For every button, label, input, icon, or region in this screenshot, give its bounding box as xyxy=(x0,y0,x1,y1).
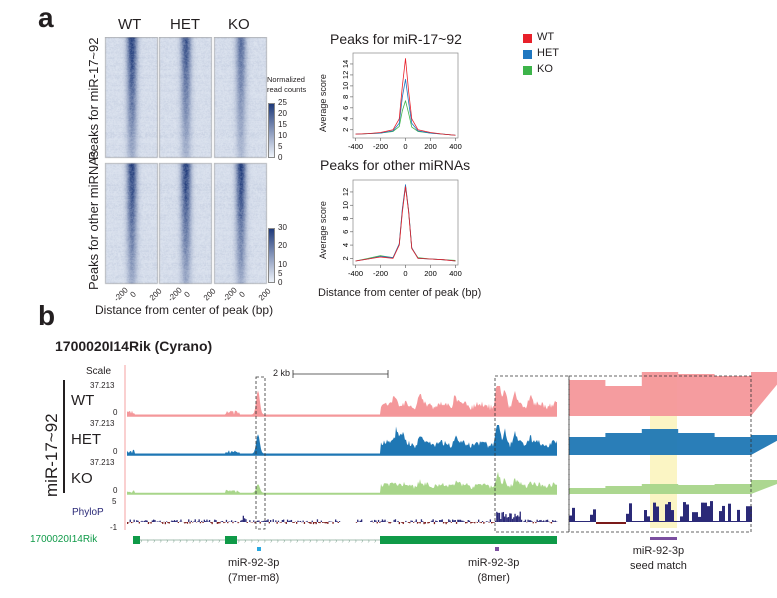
series-line-wt xyxy=(355,186,456,262)
gene-label: 1700020I14Rik xyxy=(30,534,98,545)
heatmap-col-ko: KO xyxy=(228,16,250,33)
y-tick-label: 12 xyxy=(341,71,350,79)
series-line-wt xyxy=(355,58,456,136)
y-tick-label: 2 xyxy=(341,256,350,260)
colorbar-tick: 0 xyxy=(278,278,283,287)
site2-line2: (8mer) xyxy=(477,572,510,584)
colorbar-tick: 20 xyxy=(278,241,287,251)
y-tick-label: 4 xyxy=(341,243,350,247)
phylop-label: PhyloP xyxy=(72,507,104,518)
heatmap-col-wt: WT xyxy=(118,16,142,33)
legend-label-het: HET xyxy=(537,47,559,59)
colorbar-tick: 20 xyxy=(278,109,287,118)
y-tick-label: 10 xyxy=(341,201,350,209)
plot-frame xyxy=(352,52,459,139)
track-label-wt: WT xyxy=(71,392,95,409)
track-max: 37.213 xyxy=(90,381,115,390)
seed-label: miR-92-3p seed match xyxy=(630,544,687,574)
x-tick-label: 400 xyxy=(449,269,462,278)
y-tick-label: 14 xyxy=(341,60,350,68)
x-tick-label: 0 xyxy=(403,142,407,151)
seed-sequence: GTGCAATA xyxy=(652,508,675,513)
legend-swatch-wt xyxy=(523,34,532,43)
site1-label: miR-92-3p (7mer-m8) xyxy=(228,556,279,586)
x-tick-label: 200 xyxy=(424,269,437,278)
y-tick-label: 10 xyxy=(341,82,350,90)
phylop-min: -1 xyxy=(110,523,118,532)
x-tick-label: -400 xyxy=(348,269,363,278)
y-tick-label: 6 xyxy=(341,106,350,110)
track-label-het: HET xyxy=(71,431,101,448)
x-tick-label: -200 xyxy=(373,142,388,151)
y-tick-label: 2 xyxy=(341,128,350,132)
panel-b-label: b xyxy=(38,300,56,331)
y-tick-label: 8 xyxy=(341,95,350,99)
track-label-ko: KO xyxy=(71,470,93,487)
site1-line2: (7mer-m8) xyxy=(228,572,280,584)
plot-frame xyxy=(352,179,459,266)
legend-swatch-ko xyxy=(523,66,532,75)
site1-line1: miR-92-3p xyxy=(228,557,280,569)
series-line-ko xyxy=(355,100,456,136)
colorbar-1 xyxy=(268,103,275,158)
colorbar-tick: 0 xyxy=(278,153,283,162)
site2-label: miR-92-3p (8mer) xyxy=(468,556,519,586)
heatmap-col-het: HET xyxy=(170,16,200,33)
colorbar-tick: 30 xyxy=(278,223,287,232)
legend-swatch-het xyxy=(523,50,532,59)
x-tick-label: 0 xyxy=(403,269,407,278)
heatmap xyxy=(104,37,274,287)
y-tick-label: 6 xyxy=(341,230,350,234)
profile-title-2: Peaks for other miRNAs xyxy=(320,157,471,173)
colorbar-tick: 5 xyxy=(278,268,283,278)
colorbar-title-line2: read counts xyxy=(267,85,307,94)
track-max: 37.213 xyxy=(90,419,115,428)
colorbar-tick: 15 xyxy=(278,120,287,129)
phylop-max: 5 xyxy=(112,497,117,506)
legend-label-wt: WT xyxy=(537,31,555,43)
track-min: 0 xyxy=(113,486,118,495)
colorbar-tick: 5 xyxy=(278,142,283,151)
group-bar xyxy=(63,380,65,493)
seed-line2: seed match xyxy=(630,560,687,572)
profile-title-1: Peaks for miR-17~92 xyxy=(330,31,462,47)
site2-line1: miR-92-3p xyxy=(468,557,520,569)
y-tick-label: 4 xyxy=(341,117,350,121)
seed-line1: miR-92-3p xyxy=(632,545,685,557)
colorbar-tick: 10 xyxy=(278,259,287,269)
colorbar-tick: 25 xyxy=(278,98,287,107)
profile-xlabel: Distance from center of peak (bp) xyxy=(318,287,482,299)
locus-title: 1700020I14Rik (Cyrano) xyxy=(55,338,213,354)
group-label: miR-17~92 xyxy=(42,413,61,497)
series-line-het xyxy=(355,78,456,136)
legend-label-ko: KO xyxy=(537,63,553,75)
panel-a-label: a xyxy=(38,2,54,33)
colorbar-title: Normalized read counts xyxy=(267,75,306,95)
heatmap-xlabel: Distance from center of peak (bp) xyxy=(95,303,274,317)
colorbar-title-line1: Normalized xyxy=(267,75,305,84)
scale-label: Scale xyxy=(86,366,112,377)
y-tick-label: 8 xyxy=(341,216,350,220)
x-tick-label: 200 xyxy=(424,142,437,151)
x-tick-label: -200 xyxy=(373,269,388,278)
track-min: 0 xyxy=(113,408,118,417)
track-min: 0 xyxy=(113,447,118,456)
track-max: 37.213 xyxy=(90,458,115,467)
scale-bar-label: 2 kb xyxy=(273,368,291,378)
colorbar-2 xyxy=(268,228,275,283)
x-tick-label: 400 xyxy=(449,142,462,151)
series-line-ko xyxy=(355,185,456,262)
y-tick-label: 12 xyxy=(341,188,350,196)
colorbar-tick: 10 xyxy=(278,131,287,140)
series-line-het xyxy=(355,184,456,262)
x-tick-label: -400 xyxy=(348,142,363,151)
